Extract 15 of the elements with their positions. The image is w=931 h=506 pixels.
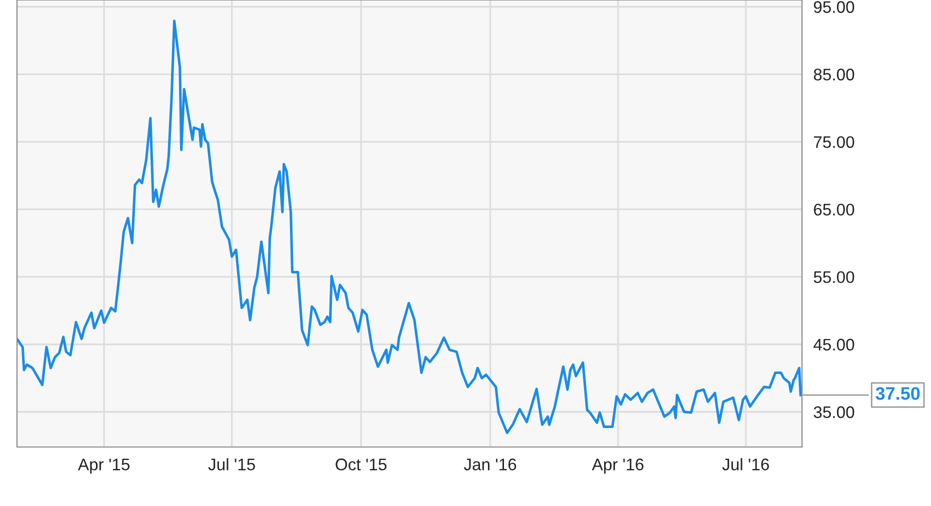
y-tick-label: 45.00 — [813, 338, 854, 351]
y-tick-label: 85.00 — [814, 68, 854, 80]
y-tick-label: 95.00 — [814, 1, 854, 13]
x-tick-label: Jan '16 — [464, 458, 516, 470]
x-tick-label: Jul '15 — [208, 458, 255, 470]
line-series — [17, 20, 802, 434]
x-tick-label: Jul '16 — [722, 458, 769, 470]
x-tick-label: Oct '15 — [336, 458, 386, 470]
x-tick-label: Apr '15 — [78, 458, 130, 474]
y-tick-label: 75.00 — [814, 136, 854, 148]
y-tick-label: 35.00 — [814, 406, 854, 418]
y-tick-label: 55.00 — [814, 271, 854, 284]
annotation: 37.50 — [876, 387, 920, 400]
x-tick-label: Apr '16 — [592, 458, 644, 474]
y-tick-label: 65.00 — [814, 204, 854, 216]
